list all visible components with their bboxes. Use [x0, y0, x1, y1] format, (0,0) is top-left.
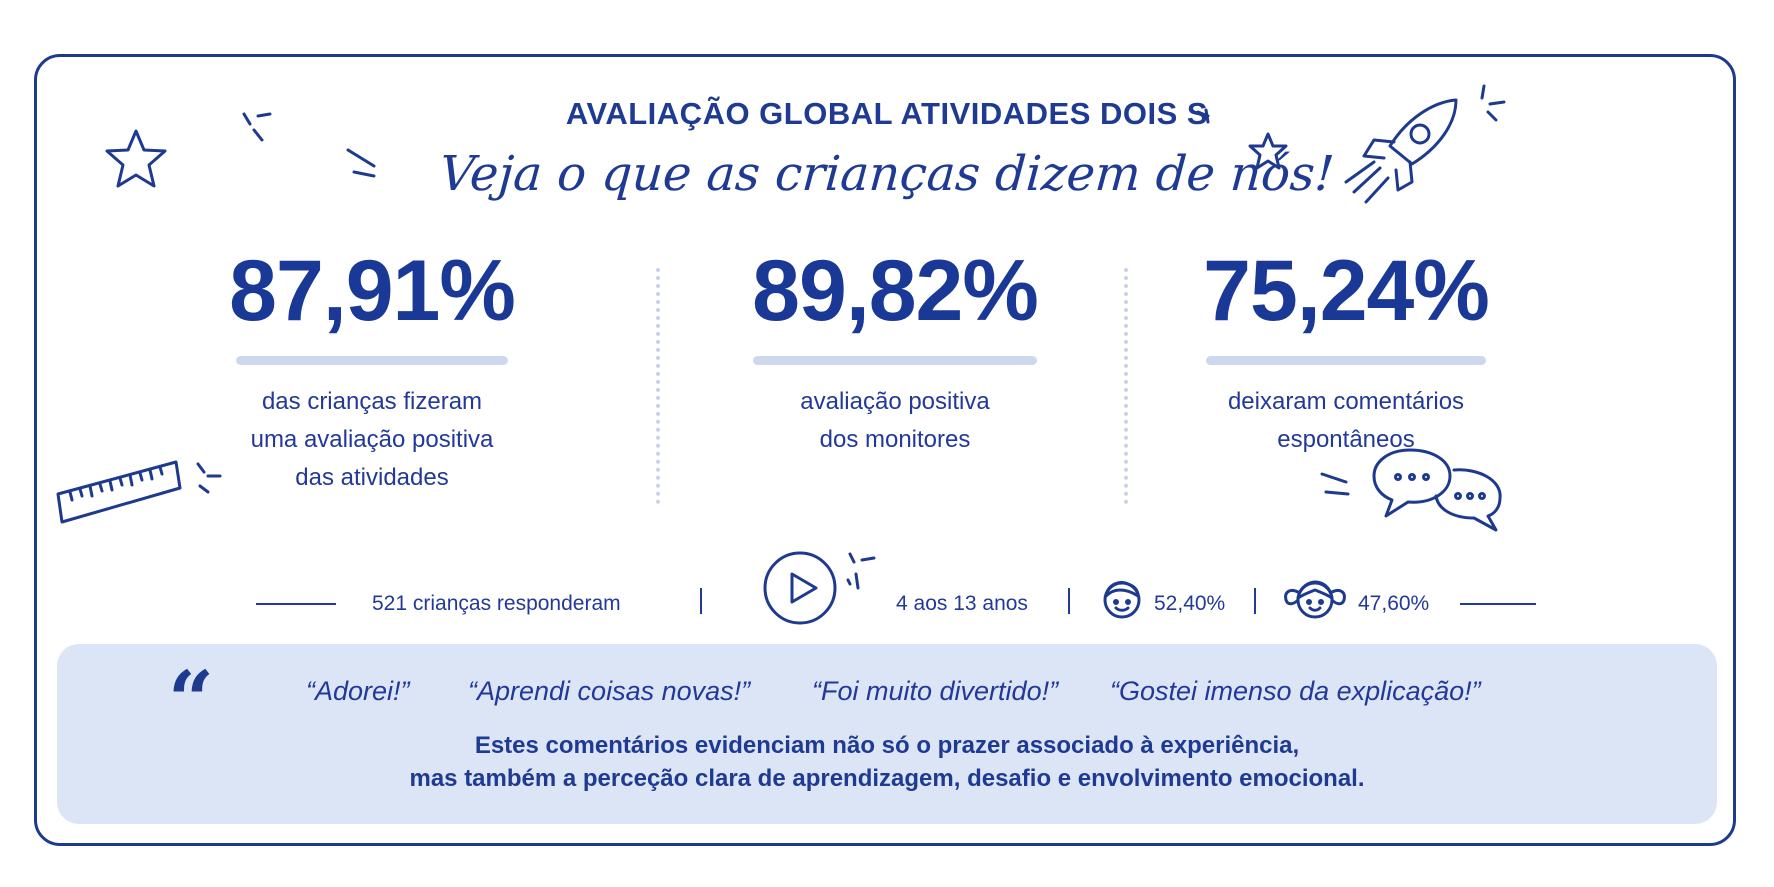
boys-percent: 52,40%	[1154, 592, 1226, 615]
girls-percent: 47,60%	[1358, 592, 1430, 615]
stat-underline	[236, 356, 508, 365]
stat-divider	[1124, 268, 1128, 504]
star-icon	[1248, 132, 1288, 170]
chat-bubbles-icon	[1372, 448, 1502, 532]
stat-desc-line: dos monitores	[819, 426, 971, 453]
stat-spontaneous-comments: 75,24% deixaram comentários espontâneos	[1194, 248, 1498, 459]
stat-positive-activities: 87,91% das crianças fizeram uma avaliaçã…	[222, 248, 522, 497]
stat-desc-line: espontâneos	[1277, 426, 1415, 453]
pencil-icon	[346, 148, 376, 178]
stat-value: 89,82%	[752, 243, 1039, 339]
stat-value: 87,91%	[229, 243, 516, 339]
sparkle-icon	[242, 112, 272, 142]
ruler-icon	[56, 460, 182, 524]
boy-face-icon	[1103, 581, 1141, 619]
play-icon	[763, 551, 837, 625]
comment-line: Estes comentários evidenciam não só o pr…	[474, 732, 1300, 759]
stat-desc-line: das atividades	[295, 464, 449, 491]
stat-desc-line: uma avaliação positiva	[250, 426, 494, 453]
sparkle-icon	[196, 462, 222, 494]
stat-value: 75,24%	[1203, 243, 1490, 339]
star-icon	[105, 129, 167, 188]
stat-desc-line: deixaram comentários	[1227, 388, 1465, 415]
quote-item: “Aprendi coisas novas!”	[468, 676, 751, 706]
stat-divider	[656, 268, 660, 504]
info-separator	[1068, 588, 1070, 614]
info-line-right	[1460, 603, 1536, 605]
stat-description: das crianças fizeram uma avaliação posit…	[222, 383, 522, 497]
age-range: 4 aos 13 anos	[896, 592, 1028, 615]
rocket-icon	[1344, 98, 1458, 204]
page-title: AVALIAÇÃO GLOBAL ATIVIDADES DOIS S	[565, 96, 1209, 131]
stat-underline	[1206, 356, 1486, 365]
quote-mark-icon: “	[168, 653, 215, 747]
sparkle-icon	[1480, 84, 1506, 122]
quote-item: “Gostei imenso da explicação!”	[1110, 676, 1481, 706]
info-separator	[1254, 588, 1256, 614]
pencil-icon	[1320, 472, 1350, 496]
page-subtitle: Veja o que as crianças dizem de nós!	[437, 146, 1337, 202]
info-row: 521 crianças responderam 4 aos 13 anos 5…	[0, 584, 1774, 624]
stat-positive-monitors: 89,82% avaliação positiva dos monitores	[742, 248, 1048, 459]
respondents-count: 521 crianças responderam	[372, 592, 621, 615]
sparkle-icon	[846, 552, 876, 590]
quotes-panel	[57, 644, 1717, 824]
stat-desc-line: avaliação positiva	[800, 388, 990, 415]
sparkle-icon	[1196, 108, 1210, 124]
comment-line: mas também a perceção clara de aprendiza…	[409, 765, 1365, 792]
quote-item: “Foi muito divertido!”	[812, 676, 1059, 706]
stat-underline	[753, 356, 1037, 365]
info-separator	[700, 588, 702, 614]
girl-face-icon	[1284, 580, 1346, 619]
stat-desc-line: das crianças fizeram	[261, 388, 483, 415]
stat-description: avaliação positiva dos monitores	[742, 383, 1048, 459]
quote-item: “Adorei!”	[306, 676, 410, 706]
info-line-left	[256, 603, 336, 605]
stat-description: deixaram comentários espontâneos	[1194, 383, 1498, 459]
